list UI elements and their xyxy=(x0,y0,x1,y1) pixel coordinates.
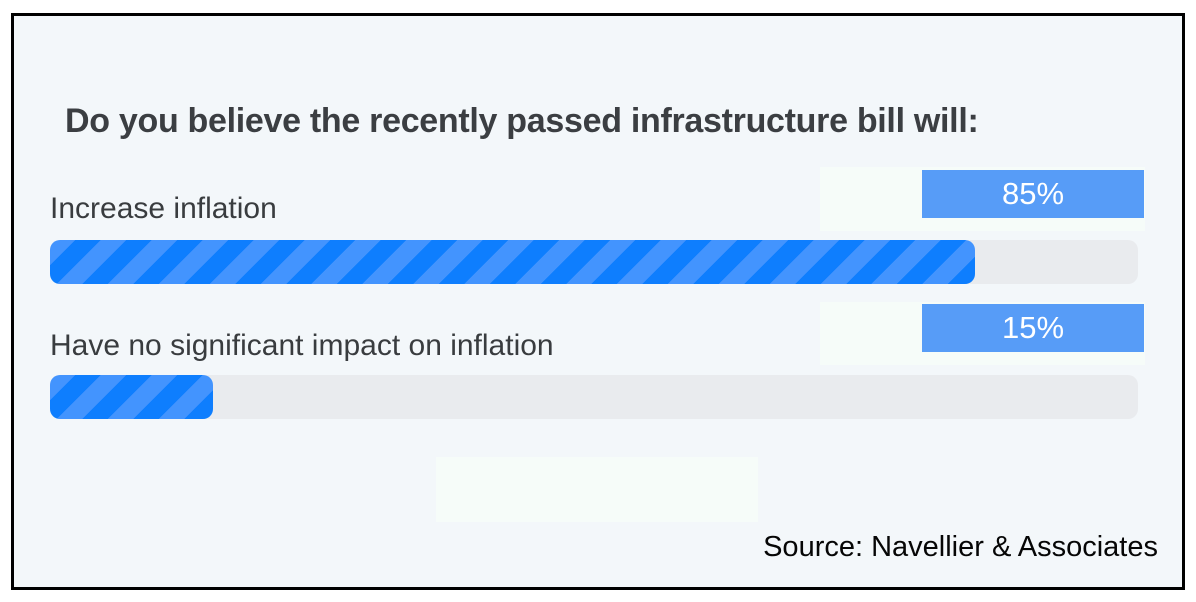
highlight-block-bottom xyxy=(436,457,758,522)
value-badge-row2: 15% xyxy=(922,304,1144,352)
source-label: Source: Navellier & Associates xyxy=(763,531,1158,563)
value-badge-row1: 85% xyxy=(922,170,1144,218)
bar-track-row2 xyxy=(50,375,1138,419)
bar-label-row2: Have no significant impact on inflation xyxy=(50,329,554,362)
chart-title: Do you believe the recently passed infra… xyxy=(65,102,979,140)
bar-fill-row2 xyxy=(50,375,214,419)
bar-fill-row1 xyxy=(50,240,975,284)
bar-label-row1: Increase inflation xyxy=(50,192,277,225)
bar-track-row1 xyxy=(50,240,1138,284)
